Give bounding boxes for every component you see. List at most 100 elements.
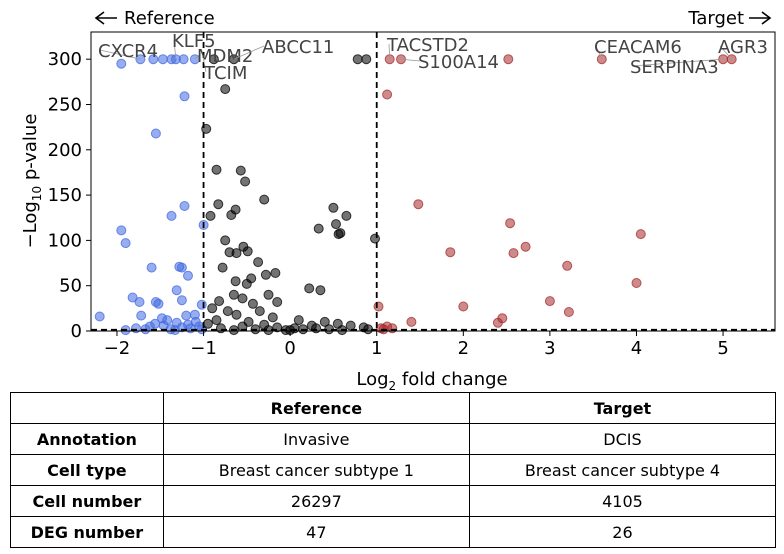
data-point-up (508, 248, 519, 259)
gene-label: KLF5 (172, 31, 216, 52)
data-point-up (631, 278, 642, 288)
y-axis-label: −Log10 p-value (20, 114, 44, 249)
comparison-table: Reference Target Annotation Invasive DCI… (10, 392, 777, 548)
table-header-cell (10, 392, 164, 424)
data-point-ns (211, 164, 222, 175)
data-point-ns (217, 262, 228, 273)
annotation-leader-line (194, 54, 200, 60)
data-point-down (153, 298, 164, 309)
target-label: Target (687, 8, 744, 29)
y-tick-label: 250 (48, 94, 82, 115)
data-point-ns (240, 176, 251, 187)
data-point-down (94, 311, 105, 322)
data-point-up (596, 54, 607, 65)
x-tick-label: −2 (104, 338, 131, 359)
data-point-ns (235, 165, 246, 176)
data-point-ns (313, 223, 324, 234)
table-cell: 47 (162, 516, 470, 548)
annotation-leader-line (203, 59, 207, 73)
annotation-leader-line (388, 43, 391, 60)
right-arrowhead-icon (761, 11, 772, 25)
y-axis-ticks: 0 50 100 150 200 250 300 (48, 49, 91, 342)
target-direction: Target (687, 8, 772, 29)
data-point-ns (211, 315, 222, 326)
data-point-ns (331, 219, 341, 230)
data-point-down (171, 285, 182, 296)
data-point-ns (361, 54, 372, 65)
data-point-ns (231, 309, 242, 320)
reference-label: Reference (124, 8, 215, 29)
y-tick-label: 50 (59, 276, 82, 297)
table-row-label: Annotation (10, 423, 164, 455)
data-point-up (562, 260, 573, 271)
data-point-down (135, 54, 146, 65)
data-point-down (181, 310, 192, 321)
table-row: Cell type Breast cancer subtype 1 Breast… (10, 454, 777, 486)
data-point-down (136, 310, 147, 321)
x-tick-label: 4 (631, 338, 642, 359)
data-point-ns (253, 257, 264, 268)
table-cell: 4105 (468, 485, 777, 517)
threshold-lines (91, 32, 775, 331)
annotation-leader-line (719, 45, 733, 60)
x-tick-label: 5 (717, 338, 728, 359)
table-row: Cell number 26297 4105 (10, 485, 777, 517)
data-point-ns (328, 202, 339, 213)
data-point-ns (231, 248, 242, 259)
data-point-ns (205, 210, 216, 221)
data-point-ns (226, 210, 237, 220)
gene-label: TACSTD2 (386, 35, 469, 56)
data-point-down (183, 270, 193, 281)
data-point-ns (259, 194, 270, 205)
annotation-leader-line (99, 49, 141, 60)
data-point-ns (352, 54, 363, 65)
data-point-down (148, 54, 159, 65)
x-axis-ticks: −2 −1 0 1 2 3 4 5 (104, 331, 729, 359)
data-point-down (116, 225, 127, 236)
gene-label: SERPINA3 (630, 57, 719, 78)
y-tick-label: 150 (48, 185, 82, 206)
data-point-down (179, 91, 190, 102)
gene-label: ABCC11 (262, 37, 334, 58)
table-cell: 26297 (162, 485, 470, 517)
data-point-ns (220, 235, 231, 246)
gene-label: TCIM (203, 63, 247, 84)
data-point-up (492, 317, 503, 328)
data-point-ns (263, 289, 274, 300)
data-point-ns (270, 268, 281, 278)
data-point-down (134, 297, 145, 307)
table-cell: Invasive (162, 423, 470, 455)
annotation-leader-line (400, 58, 421, 62)
table-cell: 26 (468, 516, 777, 548)
gene-label: MDM2 (197, 46, 253, 67)
table-row-label: Cell number (10, 485, 164, 517)
data-point-down (116, 58, 127, 69)
table-header-cell: Target (468, 392, 777, 424)
data-point-down (120, 238, 131, 249)
data-point-ns (272, 297, 283, 307)
data-point-ns (370, 233, 380, 244)
data-point-up (458, 301, 469, 312)
data-point-up (635, 229, 646, 240)
gene-label: CEACAM6 (594, 37, 682, 58)
y-tick-label: 100 (48, 230, 82, 251)
data-point-ns (267, 312, 278, 323)
data-point-ns (220, 84, 231, 95)
table-header-cell: Reference (162, 392, 470, 424)
x-tick-label: 1 (371, 338, 382, 359)
data-point-ns (242, 246, 253, 257)
data-point-up (505, 218, 516, 229)
data-point-up (503, 54, 514, 65)
data-point-ns (254, 306, 265, 317)
data-point-down (178, 54, 189, 65)
data-point-down (196, 299, 207, 310)
data-point-up (406, 316, 417, 327)
data-point-ns (260, 269, 271, 280)
table-row-label: Cell type (10, 454, 164, 486)
gene-label: S100A14 (418, 52, 499, 73)
data-point-ns (293, 315, 304, 326)
data-point-ns (315, 285, 326, 296)
table-cell: DCIS (468, 423, 777, 455)
data-point-ns (319, 316, 330, 327)
reference-direction: Reference (94, 8, 215, 29)
